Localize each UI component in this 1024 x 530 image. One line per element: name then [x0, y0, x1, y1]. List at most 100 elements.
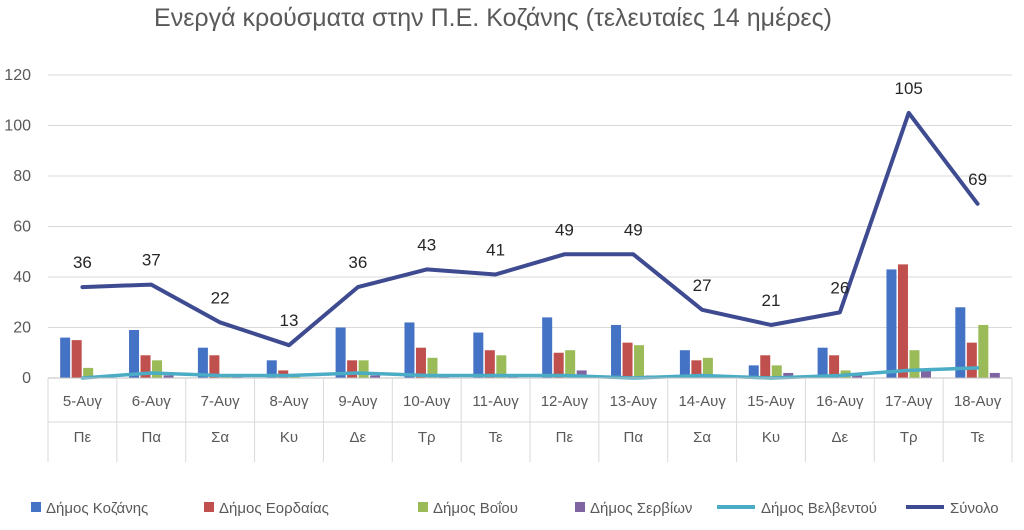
y-tick-label: 40: [13, 269, 31, 286]
gridlines: [48, 74, 1012, 328]
data-label: 36: [73, 253, 92, 272]
bar-2: [553, 352, 564, 378]
line-point-2: [839, 311, 841, 313]
bar-2: [760, 355, 771, 378]
line-point-2: [908, 112, 910, 114]
line-point-2: [288, 344, 290, 346]
line-point-2: [219, 321, 221, 323]
x-tick-date: 16-Αυγ: [816, 393, 864, 410]
bar-3: [152, 360, 163, 378]
legend-swatch: [575, 502, 585, 512]
line-series-1: [80, 366, 980, 380]
bar-4: [370, 375, 381, 378]
x-tick-date: 6-Αυγ: [132, 393, 172, 410]
data-label: 49: [555, 220, 574, 239]
x-tick-day: Τρ: [900, 429, 918, 446]
data-label: 43: [417, 235, 436, 254]
legend-label: Δήμος Βελβεντού: [761, 500, 877, 517]
line-point-1: [357, 372, 359, 374]
y-tick-label: 60: [13, 219, 31, 236]
line-point-1: [563, 374, 565, 376]
x-tick-date: 11-Αυγ: [472, 393, 519, 410]
bar-2: [829, 355, 840, 378]
bar-2: [140, 355, 151, 378]
data-label: 41: [486, 240, 505, 259]
bar-1: [197, 347, 208, 378]
line-point-2: [150, 284, 152, 286]
bar-2: [966, 342, 977, 378]
bar-2: [209, 355, 220, 378]
line-point-2: [632, 253, 634, 255]
bar-1: [335, 327, 346, 378]
bar-3: [83, 367, 94, 378]
legend-label: Δήμος Σερβίων: [590, 500, 692, 517]
bar-4: [920, 370, 931, 378]
bar-3: [702, 357, 713, 378]
x-tick-date: 18-Αυγ: [954, 393, 1002, 410]
bar-2: [415, 347, 426, 378]
line-point-2: [495, 273, 497, 275]
bar-1: [542, 317, 553, 378]
bars: [60, 264, 1000, 378]
line-point-1: [701, 374, 703, 376]
legend: Δήμος Κοζάνης Δήμος Εορδαίας Δήμος Βοΐου Δή…: [31, 500, 999, 517]
data-label: 105: [895, 79, 923, 98]
chart-title: Ενεργά κρούσματα στην Π.Ε. Κοζάνης (τελε…: [154, 4, 832, 32]
line-point-1: [839, 374, 841, 376]
bar-2: [622, 342, 633, 378]
bar-1: [473, 332, 484, 378]
x-tick-day: Δε: [349, 429, 366, 446]
bar-1: [748, 365, 759, 378]
x-tick-day: Κυ: [280, 429, 298, 446]
bar-1: [611, 324, 622, 378]
data-label: 26: [830, 278, 849, 297]
legend-label: Δήμος Βοΐου: [433, 500, 518, 517]
line-series-2: [80, 110, 980, 348]
bar-1: [60, 337, 71, 378]
bar-3: [771, 365, 782, 378]
bar-3: [358, 360, 369, 378]
legend-swatch: [204, 502, 214, 512]
x-tick-date: 13-Αυγ: [610, 393, 658, 410]
y-axis-ticks: 0 20 40 60 80 100 120: [4, 67, 31, 387]
x-tick-date: 7-Αυγ: [201, 393, 241, 410]
x-tick-day: Τρ: [418, 429, 436, 446]
data-label: 21: [762, 291, 781, 310]
data-label: 49: [624, 220, 643, 239]
line-point-1: [977, 367, 979, 369]
line-point-2: [563, 253, 565, 255]
x-tick-date: 15-Αυγ: [747, 393, 795, 410]
bar-4: [163, 375, 174, 378]
bar-2: [71, 340, 82, 378]
data-label: 36: [348, 253, 367, 272]
line-point-1: [908, 369, 910, 371]
x-tick-date: 12-Αυγ: [541, 393, 589, 410]
bar-1: [817, 347, 828, 378]
bar-1: [679, 350, 690, 378]
x-tick-date: 14-Αυγ: [678, 393, 726, 410]
bar-1: [404, 322, 415, 378]
x-tick-day: Πε: [556, 429, 574, 446]
legend-label: Δήμος Εορδαίας: [219, 500, 329, 517]
data-label: 37: [142, 251, 161, 270]
bar-3: [909, 350, 920, 378]
bar-1: [955, 307, 966, 378]
y-tick-label: 120: [4, 67, 31, 84]
line-point-1: [495, 374, 497, 376]
legend-swatch: [418, 502, 428, 512]
legend-swatch: [31, 502, 41, 512]
bar-2: [484, 350, 495, 378]
line-point-1: [150, 372, 152, 374]
line-point-1: [426, 374, 428, 376]
x-tick-date: 10-Αυγ: [403, 393, 451, 410]
bar-3: [427, 357, 438, 378]
line-point-2: [81, 286, 83, 288]
y-tick-label: 20: [13, 320, 31, 337]
x-tick-date: 5-Αυγ: [63, 393, 103, 410]
x-tick-date: 9-Αυγ: [338, 393, 378, 410]
x-axis: 5-Αυγ Πε 6-Αυγ Πα 7-Αυγ Σα 8-Αυγ Κυ 9-Αυγ Δε 10-Αυ…: [47, 377, 1013, 462]
bar-3: [978, 324, 989, 378]
x-tick-day: Πα: [624, 429, 644, 446]
legend-label: Σύνολο: [950, 500, 999, 517]
